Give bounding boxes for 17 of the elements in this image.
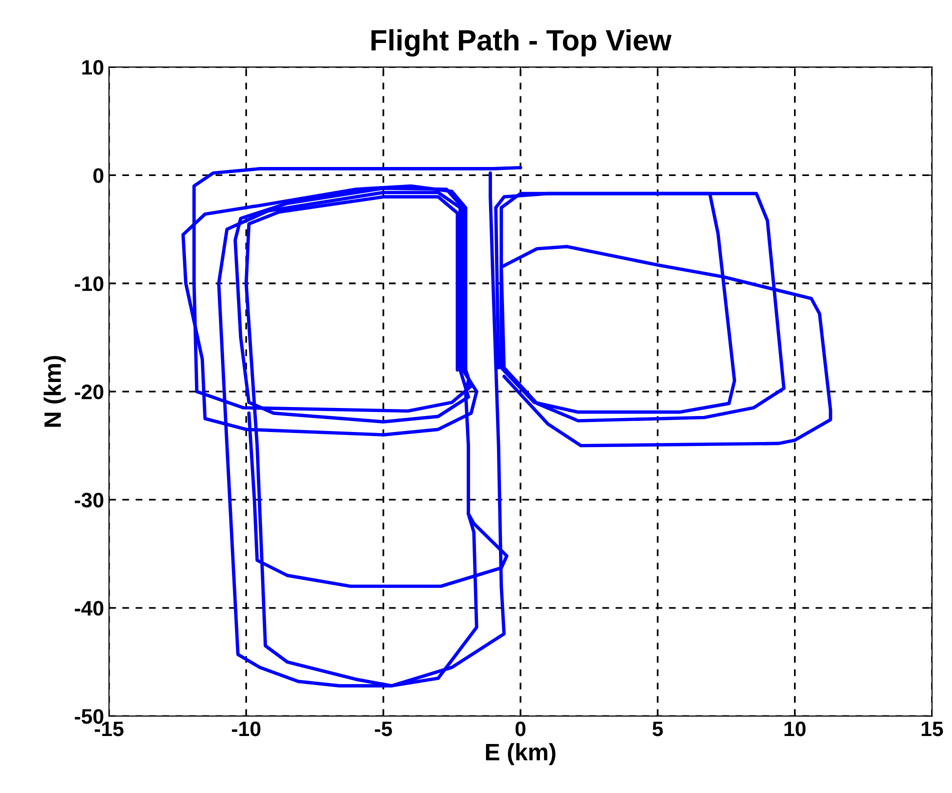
x-tick-label: -10 bbox=[232, 721, 260, 736]
y-tick-label: -30 bbox=[74, 492, 104, 508]
y-tick-label: -50 bbox=[74, 709, 104, 724]
x-axis-title: E (km) bbox=[486, 743, 556, 766]
x-tick-label: 10 bbox=[784, 721, 806, 736]
x-tick-label: 5 bbox=[652, 722, 663, 736]
y-axis-title: N (km) bbox=[44, 356, 66, 427]
y-tick-label: -10 bbox=[74, 276, 104, 292]
x-tick-label: -5 bbox=[374, 722, 392, 736]
chart-title: Flight Path - Top View bbox=[371, 29, 672, 57]
y-tick-label: 0 bbox=[93, 168, 104, 183]
x-tick-label: -15 bbox=[94, 722, 124, 736]
y-tick-label: 10 bbox=[82, 60, 104, 75]
y-tick-label: -40 bbox=[74, 600, 104, 616]
x-tick-label: 15 bbox=[922, 722, 944, 736]
x-tick-label: 0 bbox=[516, 721, 526, 736]
y-tick-label: -20 bbox=[74, 384, 104, 400]
